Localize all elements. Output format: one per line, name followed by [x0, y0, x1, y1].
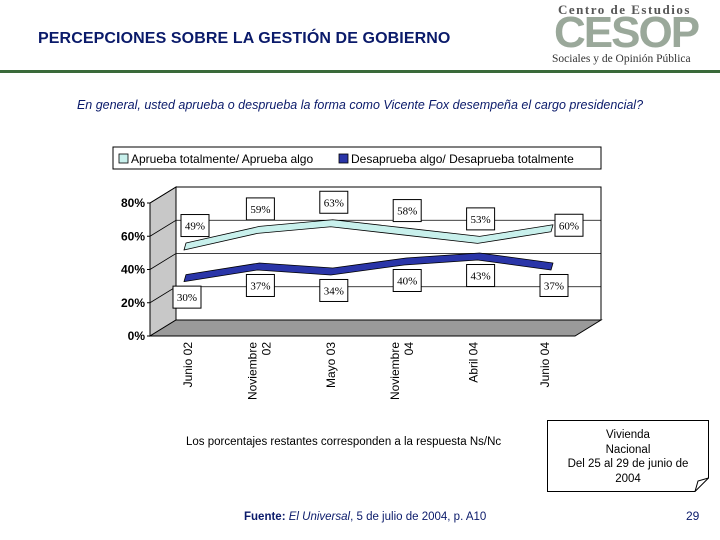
data-label: 43% — [466, 264, 496, 288]
source-paper: El Universal — [288, 511, 351, 523]
svg-text:Noviembre: Noviembre — [245, 342, 259, 400]
data-label: 37% — [245, 273, 275, 297]
legend-box — [112, 146, 602, 170]
data-label: 53% — [466, 207, 496, 231]
series-approve-line — [183, 219, 554, 251]
legend-label-disapprove: Desaprueba algo/ Desaprueba totalmente — [351, 152, 574, 166]
x-tick-label: Noviembre 04 — [388, 342, 416, 400]
survey-question: En general, usted aprueba o desprueba la… — [76, 98, 644, 112]
svg-text:Noviembre: Noviembre — [388, 342, 402, 400]
logo-big-text: CESOP — [554, 8, 700, 57]
data-label: 34% — [319, 278, 349, 302]
svg-text:40%: 40% — [397, 276, 417, 288]
x-tick-label: Mayo 03 — [324, 342, 338, 388]
data-label: 37% — [539, 273, 569, 297]
legend-swatch-disapprove — [338, 153, 349, 164]
svg-text:Junio 04: Junio 04 — [538, 342, 552, 388]
y-tick-label: 40% — [121, 263, 145, 277]
svg-text:63%: 63% — [324, 197, 344, 209]
gridline — [149, 219, 601, 237]
svg-text:34%: 34% — [324, 285, 344, 297]
svg-text:37%: 37% — [544, 280, 564, 292]
svg-text:53%: 53% — [471, 214, 491, 226]
source-citation: Fuente: El Universal, 5 de julio de 2004… — [244, 511, 486, 523]
svg-text:Abril 04: Abril 04 — [467, 342, 481, 383]
cesop-logo: Centro de Estudios CESOP Sociales y de O… — [552, 0, 720, 70]
data-label: 30% — [172, 285, 202, 309]
survey-info-line: Nacional — [605, 443, 651, 456]
y-tick-label: 80% — [121, 196, 145, 210]
data-label: 49% — [180, 214, 210, 238]
svg-text:30%: 30% — [177, 292, 197, 304]
svg-text:59%: 59% — [250, 204, 270, 216]
x-tick-label: Junio 02 — [181, 342, 195, 388]
x-tick-label: Junio 04 — [538, 342, 552, 388]
svg-text:04: 04 — [402, 342, 416, 356]
data-label: 60% — [554, 213, 584, 237]
survey-info-line: Vivienda — [606, 429, 650, 441]
data-label: 59% — [245, 197, 275, 221]
legend-label-approve: Aprueba totalmente/ Aprueba algo — [131, 152, 313, 166]
footnote: Los porcentajes restantes corresponden a… — [186, 436, 502, 448]
source-details: , 5 de julio de 2004, p. A10 — [350, 511, 487, 523]
x-tick-label: Abril 04 — [467, 342, 481, 383]
legend-swatch-approve — [118, 153, 129, 164]
survey-info-line: Del 25 al 29 de junio de — [567, 458, 689, 470]
svg-text:60%: 60% — [559, 220, 579, 232]
title-divider — [0, 70, 720, 73]
survey-info-line: 2004 — [615, 472, 641, 485]
series-disapprove-line — [183, 252, 554, 283]
x-tick-label: Noviembre 02 — [245, 342, 273, 400]
data-label: 40% — [392, 269, 422, 292]
page-title: PERCEPCIONES SOBRE LA GESTIÓN DE GOBIERN… — [38, 30, 451, 47]
logo-top-text: Centro de Estudios — [558, 2, 691, 17]
survey-info-text: Vivienda Nacional Del 25 al 29 de junio … — [551, 428, 705, 486]
svg-text:37%: 37% — [250, 280, 270, 292]
svg-text:43%: 43% — [471, 271, 491, 283]
svg-text:Junio 02: Junio 02 — [181, 342, 195, 388]
svg-text:49%: 49% — [185, 221, 205, 233]
svg-text:58%: 58% — [397, 206, 417, 218]
data-label: 58% — [392, 199, 422, 223]
plot-floor — [148, 319, 603, 337]
source-label: Fuente: — [244, 511, 286, 523]
logo-bottom-text: Sociales y de Opinión Pública — [552, 53, 691, 65]
y-tick-label: 20% — [121, 296, 145, 310]
data-label: 63% — [319, 190, 349, 214]
y-tick-label: 60% — [121, 229, 145, 243]
gridline — [149, 253, 601, 270]
page-number: 29 — [686, 509, 700, 523]
survey-info-box — [547, 420, 709, 492]
gridline — [149, 186, 601, 204]
svg-text:02: 02 — [259, 342, 273, 356]
svg-text:Mayo 03: Mayo 03 — [324, 342, 338, 388]
y-tick-label: 0% — [128, 329, 146, 343]
